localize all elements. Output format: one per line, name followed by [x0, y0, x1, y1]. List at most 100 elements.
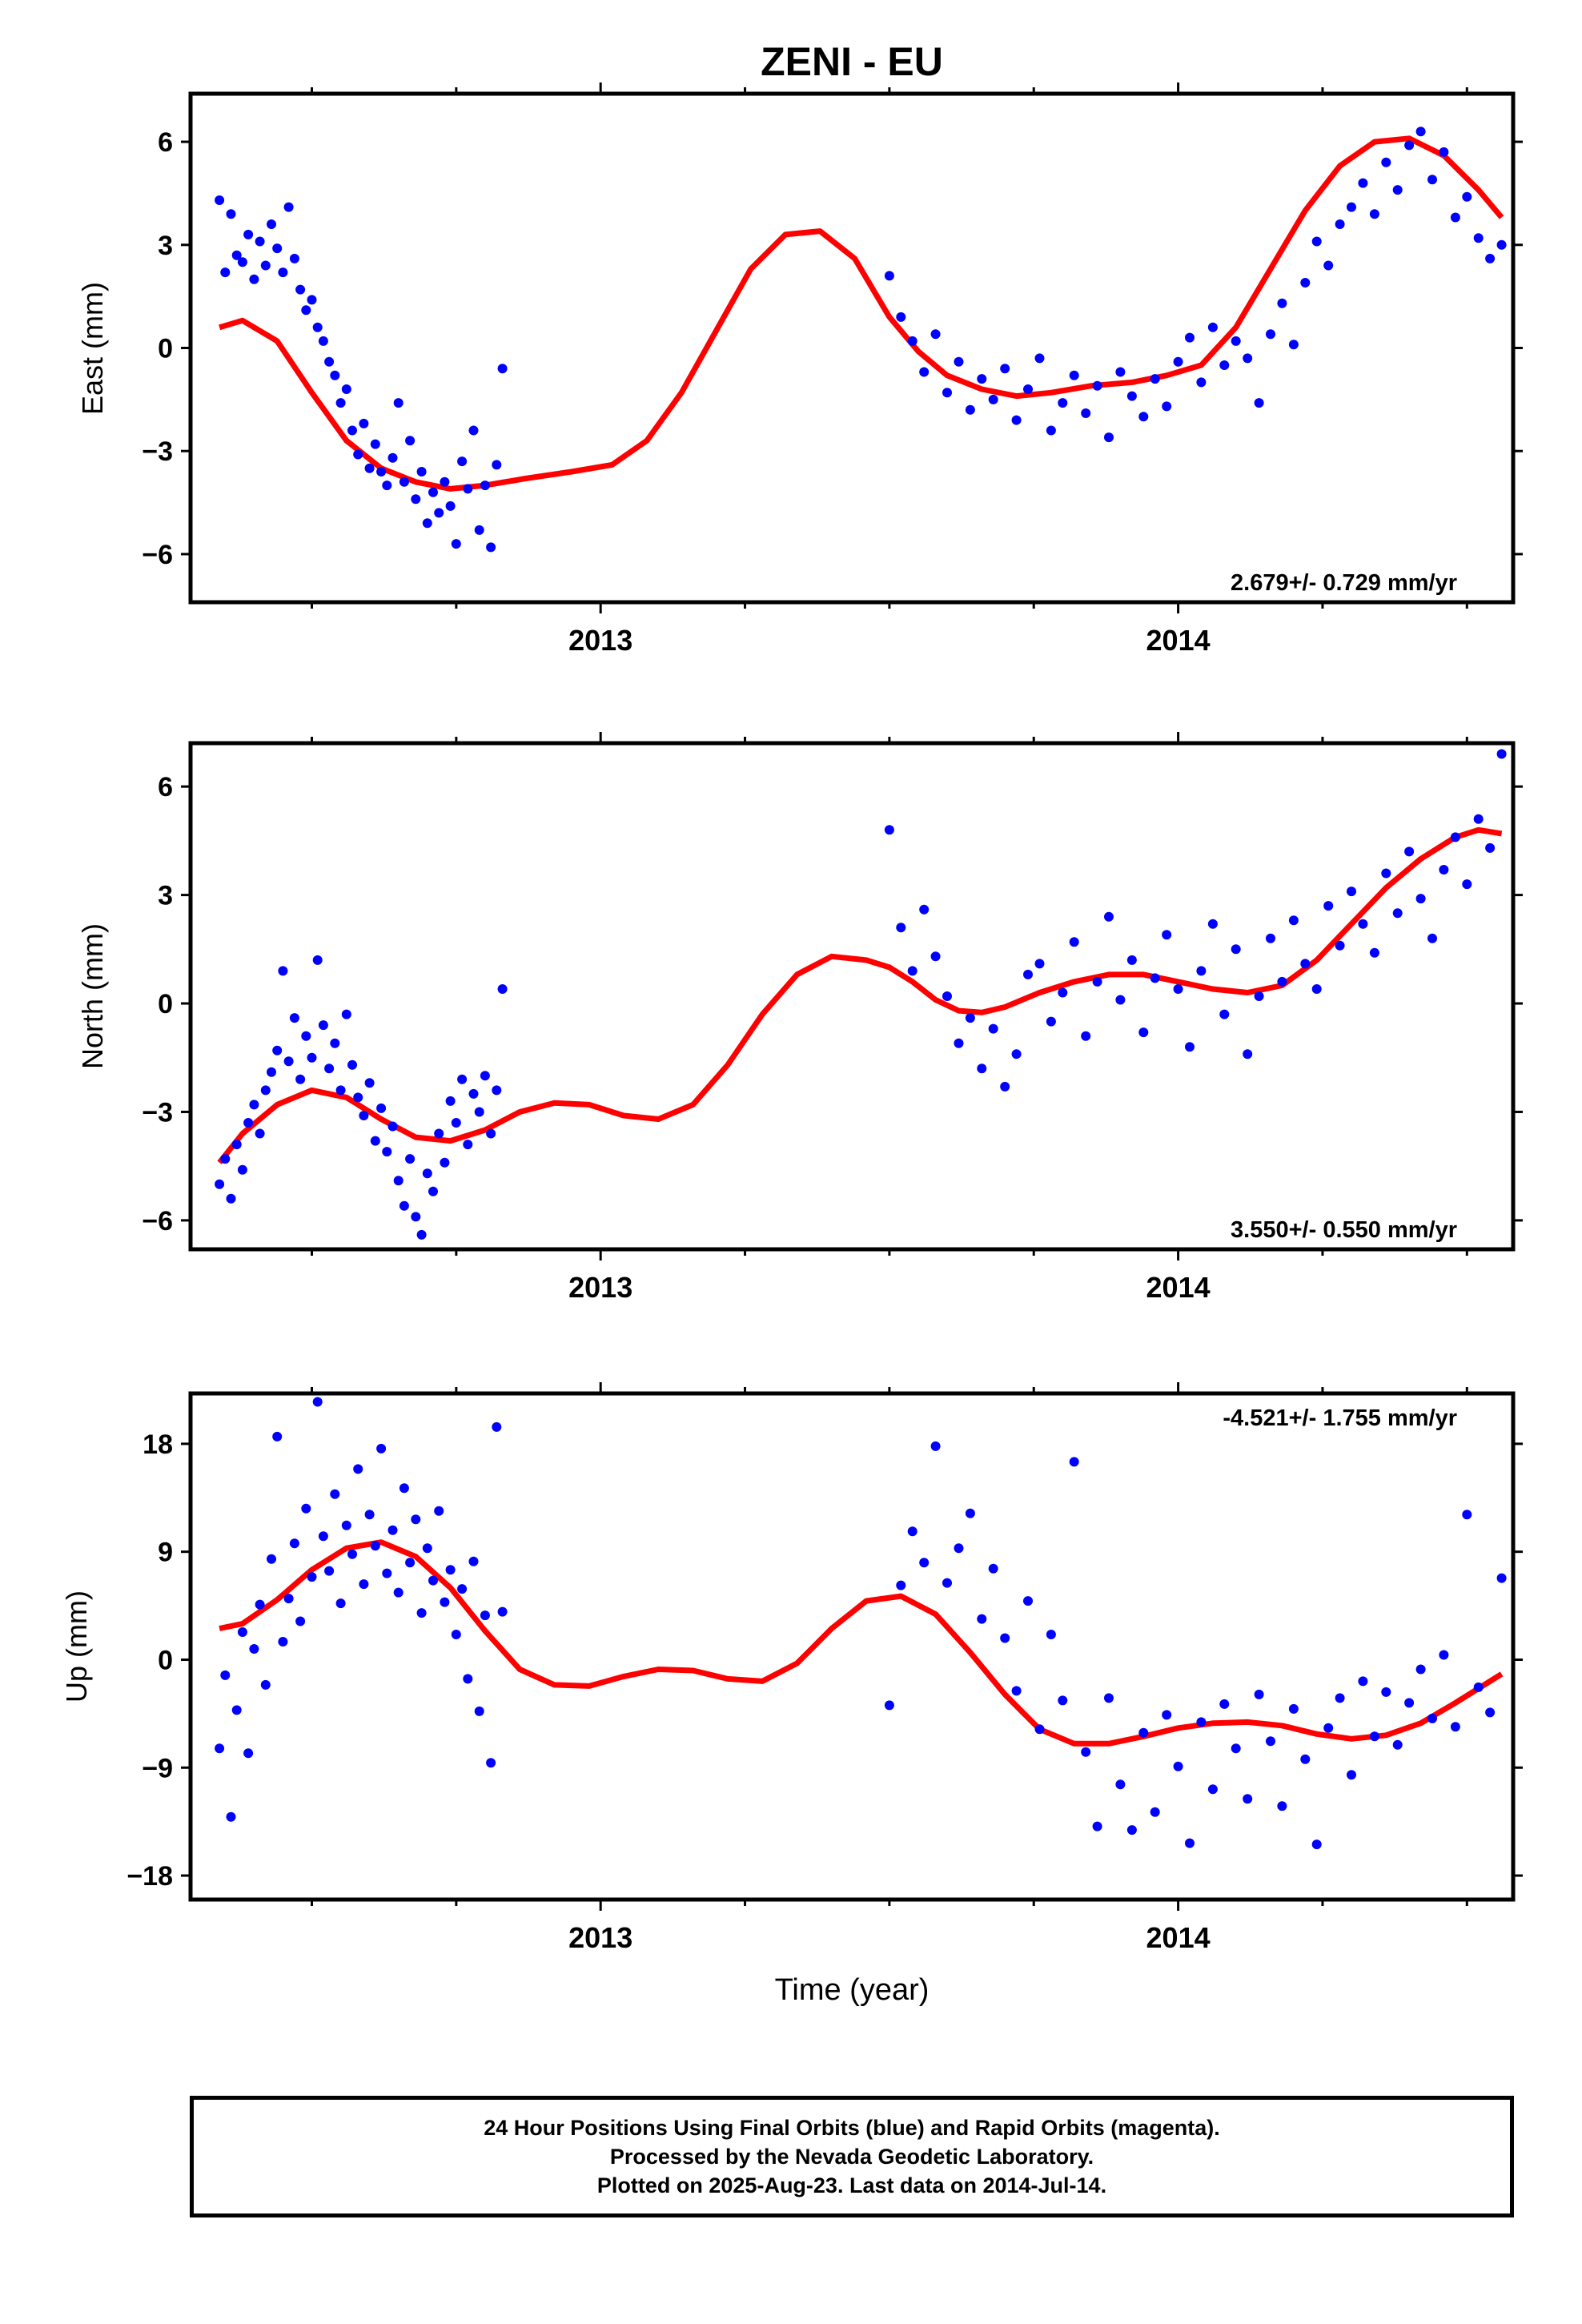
data-point-up [1288, 1703, 1299, 1714]
data-point-east [249, 274, 259, 284]
data-point-east [463, 484, 473, 494]
data-point-north [243, 1118, 254, 1128]
data-point-up [463, 1674, 473, 1684]
data-point-north [324, 1063, 335, 1074]
panel-up-ylabel: Up (mm) [60, 1590, 93, 1703]
data-point-north [215, 1179, 225, 1189]
data-point-north [1196, 966, 1207, 976]
data-point-up [341, 1520, 351, 1530]
data-point-east [1369, 209, 1379, 219]
data-point-north [1358, 919, 1368, 929]
y-tick-label-up: 18 [143, 1429, 173, 1460]
data-point-north [1173, 984, 1183, 994]
data-point-east [318, 336, 328, 346]
data-point-east [428, 487, 438, 497]
data-point-east [434, 508, 444, 518]
data-point-north [463, 1140, 473, 1150]
data-point-north [1288, 915, 1299, 926]
data-point-up [1254, 1689, 1264, 1699]
data-point-north [255, 1128, 265, 1139]
data-point-east [480, 480, 490, 491]
data-point-up [422, 1543, 432, 1554]
data-point-north [387, 1121, 398, 1132]
data-point-east [1358, 178, 1368, 188]
data-point-up [231, 1705, 242, 1715]
data-point-north [231, 1140, 242, 1150]
data-point-up [301, 1503, 311, 1514]
data-point-east [237, 257, 247, 267]
data-point-east [1185, 332, 1195, 343]
data-point-north [428, 1186, 438, 1196]
data-point-north [260, 1085, 271, 1096]
data-point-up [1185, 1838, 1195, 1848]
data-point-north [1150, 973, 1160, 983]
data-point-up [896, 1580, 906, 1590]
data-point-up [307, 1572, 317, 1582]
data-point-up [1300, 1754, 1311, 1764]
data-point-up [445, 1565, 456, 1575]
x-tick-label-up: 2013 [568, 1921, 632, 1954]
data-point-up [1034, 1724, 1045, 1735]
panel-east-ylabel: East (mm) [76, 282, 109, 415]
data-point-east [382, 480, 392, 491]
data-point-north [1335, 940, 1345, 951]
data-point-east [370, 439, 380, 449]
data-point-up [486, 1758, 496, 1768]
data-point-north [451, 1118, 461, 1128]
data-point-up [977, 1614, 987, 1624]
data-point-north [1254, 991, 1264, 1001]
data-point-up [411, 1514, 421, 1525]
data-point-north [267, 1067, 276, 1077]
data-point-east [307, 295, 317, 305]
data-point-north [919, 904, 930, 915]
data-point-up [1392, 1739, 1403, 1750]
data-point-east [301, 305, 311, 316]
data-point-north [1138, 1027, 1149, 1038]
data-point-east [1347, 202, 1356, 212]
panel-north-rate-label: 3.550+/- 0.550 mm/yr [1231, 1217, 1457, 1243]
data-point-east [440, 476, 450, 487]
data-point-east [341, 384, 351, 394]
data-point-north [1473, 814, 1484, 824]
data-point-east [220, 267, 231, 278]
data-point-east [954, 356, 964, 367]
data-point-north [1300, 959, 1311, 969]
data-point-north [1347, 887, 1356, 897]
x-tick-label-up: 2014 [1146, 1921, 1211, 1954]
data-point-north [411, 1212, 421, 1222]
data-point-up [1381, 1687, 1391, 1697]
data-point-east [272, 243, 283, 254]
data-point-north [237, 1164, 247, 1175]
data-point-north [370, 1136, 380, 1146]
data-point-north [307, 1052, 317, 1063]
data-point-east [988, 394, 998, 404]
data-point-up [335, 1598, 346, 1609]
data-point-up [1115, 1779, 1126, 1790]
footer-line-2: Processed by the Nevada Geodetic Laborat… [609, 2145, 1094, 2169]
data-point-north [954, 1038, 964, 1048]
data-point-north [445, 1096, 456, 1106]
data-point-north [1485, 842, 1496, 853]
data-point-up [220, 1670, 231, 1680]
data-point-east [1138, 412, 1149, 422]
data-point-up [1138, 1727, 1149, 1738]
data-point-north [364, 1078, 375, 1088]
data-point-east [1207, 322, 1218, 332]
data-point-east [1034, 353, 1045, 364]
data-point-north [1126, 955, 1137, 965]
data-point-north [1185, 1042, 1195, 1052]
data-point-up [1439, 1650, 1449, 1660]
data-point-north [1104, 911, 1114, 922]
data-point-east [1415, 127, 1426, 137]
data-point-up [1231, 1743, 1241, 1754]
data-point-east [231, 250, 242, 260]
data-point-north [942, 991, 952, 1001]
data-point-north [1381, 868, 1391, 879]
data-point-up [1323, 1723, 1334, 1733]
data-point-east [335, 398, 346, 408]
data-point-east [451, 539, 461, 549]
data-point-north [1092, 976, 1102, 987]
data-point-north [1415, 894, 1426, 904]
data-point-up [497, 1606, 508, 1617]
data-point-north [884, 825, 894, 835]
